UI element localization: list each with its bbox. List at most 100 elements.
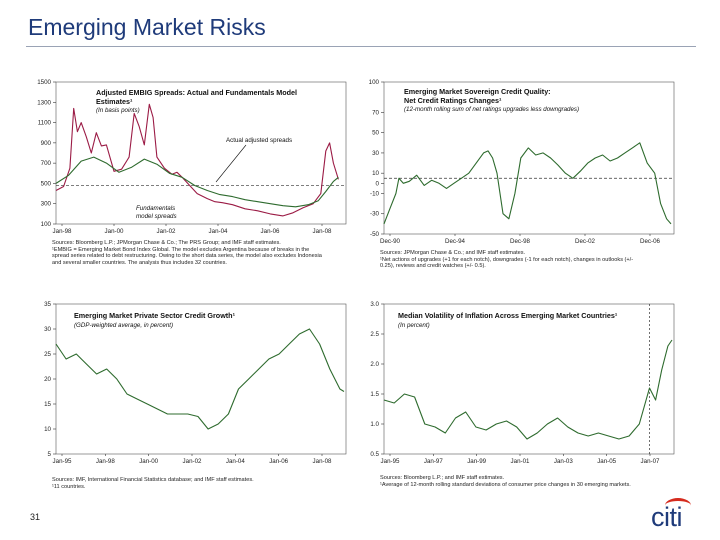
x-tick-label: Jan-95 — [381, 458, 400, 465]
page-title: Emerging Market Risks — [28, 14, 266, 40]
x-tick-label: Jan-01 — [511, 458, 530, 465]
chart-subtitle: (In percent) — [398, 322, 430, 329]
y-tick-label: 900 — [41, 140, 52, 147]
y-tick-label: 25 — [44, 351, 51, 358]
y-tick-label: 2.0 — [370, 361, 379, 368]
y-tick-label: 100 — [369, 79, 380, 86]
y-tick-label: 30 — [372, 150, 379, 157]
chart-title: Emerging Market Private Sector Credit Gr… — [74, 311, 236, 320]
page-number: 31 — [30, 512, 41, 522]
citi-logo: citi — [651, 498, 699, 532]
chart2-source-line: Sources: JPMorgan Chase & Co.; and IMF s… — [380, 250, 526, 256]
x-tick-label: Jan-97 — [424, 458, 443, 465]
chart3-footnote-line: ¹11 countries. — [52, 483, 86, 490]
x-tick-label: Dec-98 — [510, 238, 531, 245]
y-tick-label: -30 — [370, 211, 380, 218]
y-tick-label: 1.0 — [370, 421, 379, 428]
y-tick-label: 0 — [376, 180, 380, 187]
x-tick-label: Dec-02 — [575, 238, 596, 245]
series-line-volatility — [383, 339, 673, 440]
y-tick-label: 500 — [41, 180, 52, 187]
y-tick-label: 15 — [44, 401, 51, 408]
series-line-model — [55, 156, 339, 208]
x-tick-label: Jan-03 — [554, 458, 573, 465]
chart3-source-note: Sources: IMF, International Financial St… — [52, 477, 352, 490]
chart3-source-line: Sources: IMF, International Financial St… — [52, 477, 254, 483]
x-tick-label: Jan-07 — [641, 458, 660, 465]
chart1-source-line: Sources: Bloomberg L.P.; JPMorgan Chase … — [52, 240, 281, 246]
chart1-source-note: Sources: Bloomberg L.P.; JPMorgan Chase … — [52, 240, 352, 266]
x-tick-label: Dec-06 — [640, 238, 661, 245]
x-tick-label: Jan-04 — [226, 458, 245, 465]
annotation-model-spreads: Fundamentals — [136, 205, 175, 212]
chart1-footnote-line: and several smaller countries. The analy… — [52, 259, 227, 266]
chart4-source-line: Sources: Bloomberg L.P.; and IMF staff e… — [380, 475, 505, 481]
chart4-footnote-line: ¹Average of 12-month rolling standard de… — [380, 481, 631, 488]
x-tick-label: Jan-08 — [313, 458, 332, 465]
chart-credit-ratings: -50 -30 -10 0 10 30 50 70 100 Dec-90 Dec-94 Dec-98 D… — [369, 79, 675, 245]
y-tick-label: 100 — [41, 221, 52, 228]
chart-title-line2: Estimates¹ — [96, 97, 133, 106]
y-tick-label: 3.0 — [370, 301, 379, 308]
chart-title-line2: Net Credit Ratings Changes¹ — [404, 96, 502, 105]
chart1-footnote-line: spread series related to debt restructur… — [52, 253, 322, 260]
y-tick-label: 1.5 — [370, 391, 379, 398]
plot-frame — [55, 81, 347, 225]
y-tick-label: 5 — [48, 451, 52, 458]
chart-subtitle: (GDP-weighted average, in percent) — [74, 322, 173, 329]
chart-title: Median Volatility of Inflation Across Em… — [398, 311, 618, 320]
chart-inflation-volatility: 0.5 1.0 1.5 2.0 2.5 3.0 Jan-95 Jan-97 Jan-99 Jan-… — [370, 301, 675, 465]
y-tick-label: 50 — [372, 130, 379, 137]
y-tick-label: 1500 — [37, 79, 51, 86]
plot-frame — [383, 81, 675, 235]
x-tick-label: Jan-06 — [261, 228, 280, 235]
y-tick-label: 20 — [44, 376, 51, 383]
chart2-source-note: Sources: JPMorgan Chase & Co.; and IMF s… — [380, 250, 680, 270]
logo-wordmark: citi — [651, 502, 683, 532]
series-line-net — [383, 142, 672, 225]
y-tick-label: 70 — [372, 109, 379, 116]
annotation-actual-spreads: Actual adjusted spreads — [226, 137, 292, 144]
x-tick-label: Jan-02 — [157, 228, 176, 235]
y-tick-label: 10 — [44, 426, 51, 433]
chart2-footnote-line: 0.25), reviews and credit watches (+/- 0… — [380, 263, 486, 270]
x-tick-label: Jan-98 — [96, 458, 115, 465]
y-tick-label: 0.5 — [370, 451, 379, 458]
y-tick-label: -10 — [370, 190, 380, 197]
plot-frame — [383, 303, 675, 455]
annotation-model-spreads-line2: model spreads — [136, 213, 177, 220]
series-line-growth — [55, 328, 345, 430]
y-tick-label: 700 — [41, 160, 52, 167]
y-tick-label: 1100 — [38, 120, 52, 127]
x-tick-label: Jan-04 — [209, 228, 228, 235]
x-tick-label: Jan-02 — [183, 458, 202, 465]
y-tick-label: -50 — [370, 231, 380, 238]
y-tick-label: 300 — [41, 201, 52, 208]
x-tick-label: Jan-08 — [313, 228, 332, 235]
x-tick-label: Dec-90 — [380, 238, 401, 245]
chart-private-credit-growth: 5 10 15 20 25 30 35 Jan-95 Jan-98 Jan-00 Jan-02 Jan… — [44, 301, 347, 465]
y-tick-label: 30 — [44, 326, 51, 333]
chart-title: Emerging Market Sovereign Credit Quality… — [404, 87, 551, 96]
y-tick-label: 1300 — [37, 99, 51, 106]
title-divider — [26, 46, 696, 47]
y-tick-label: 35 — [44, 301, 51, 308]
chart-subtitle: (12-month rolling sum of net ratings upg… — [404, 106, 579, 113]
x-tick-label: Jan-05 — [597, 458, 616, 465]
chart2-footnote-line: ¹Net actions of upgrades (+1 for each no… — [380, 256, 634, 263]
chart-title: Adjusted EMBIG Spreads: Actual and Funda… — [96, 88, 297, 97]
logo-arc-icon — [665, 498, 691, 513]
chart-embig-spreads: 100 300 500 700 900 1100 1300 1500 Jan-98 Jan-00 J… — [37, 79, 347, 235]
x-tick-label: Jan-06 — [269, 458, 288, 465]
series-line-actual — [55, 103, 339, 217]
x-tick-label: Jan-98 — [53, 228, 72, 235]
annotation-leader-line — [215, 144, 247, 183]
x-tick-label: Dec-94 — [445, 238, 466, 245]
x-tick-label: Jan-95 — [53, 458, 72, 465]
y-tick-label: 10 — [372, 170, 379, 177]
x-tick-label: Jan-00 — [139, 458, 158, 465]
x-tick-label: Jan-99 — [467, 458, 486, 465]
chart4-source-note: Sources: Bloomberg L.P.; and IMF staff e… — [380, 475, 680, 488]
chart1-footnote-line: ¹EMBIG = Emerging Market Bond Index Glob… — [52, 246, 310, 253]
chart-subtitle: (In basis points) — [96, 107, 140, 114]
